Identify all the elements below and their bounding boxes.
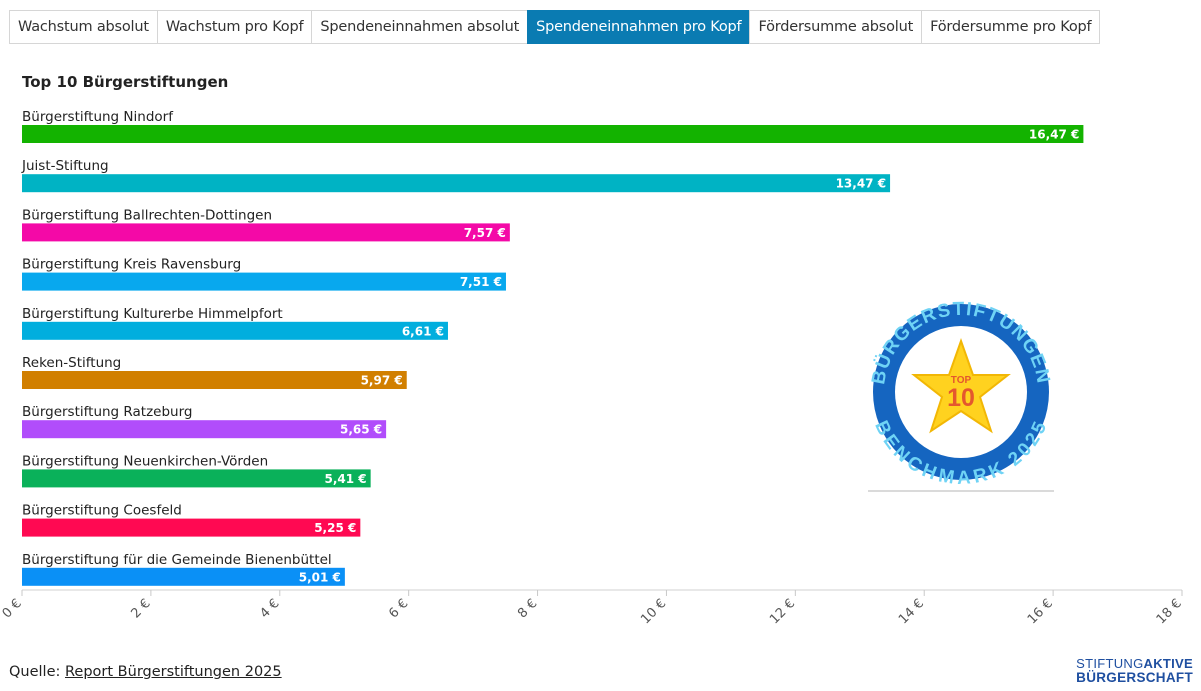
bar-value-label: 6,61 € xyxy=(402,324,444,338)
source-link[interactable]: Report Bürgerstiftungen 2025 xyxy=(65,664,282,680)
category-label: Bürgerstiftung Neuenkirchen-Vörden xyxy=(22,453,268,469)
bar[interactable] xyxy=(22,223,510,242)
x-tick-label: 4 € xyxy=(257,596,282,621)
bar[interactable] xyxy=(22,125,1084,143)
bar-value-label: 5,65 € xyxy=(340,423,382,437)
badge-star xyxy=(911,337,1011,434)
chart-title: Top 10 Bürgerstiftungen xyxy=(22,73,229,91)
source-note: Quelle: Report Bürgerstiftungen 2025 xyxy=(9,664,282,680)
category-label: Bürgerstiftung Coesfeld xyxy=(22,503,182,519)
x-tick-label: 12 € xyxy=(767,596,798,627)
category-label: Bürgerstiftung Ratzeburg xyxy=(22,404,192,420)
category-label: Bürgerstiftung für die Gemeinde Bienenbü… xyxy=(22,552,332,568)
category-label: Bürgerstiftung Ballrechten-Dottingen xyxy=(22,207,272,223)
x-tick-label: 14 € xyxy=(896,596,927,627)
brand-logo: STIFTUNGAKTIVE BÜRGERSCHAFT xyxy=(1076,657,1193,685)
tab-wachstum-pro-kopf[interactable]: Wachstum pro Kopf xyxy=(156,10,312,44)
brand-line1: STIFTUNGAKTIVE xyxy=(1076,656,1193,671)
bar-value-label: 5,01 € xyxy=(299,570,341,584)
x-tick-label: 8 € xyxy=(515,596,540,621)
source-prefix: Quelle: xyxy=(9,664,65,680)
tab-foerdersumme-absolut[interactable]: Fördersumme absolut xyxy=(749,10,922,44)
x-tick-label: 16 € xyxy=(1025,596,1056,627)
bar[interactable] xyxy=(22,272,506,291)
bar-value-label: 16,47 € xyxy=(1029,128,1079,142)
bar[interactable] xyxy=(22,321,448,340)
category-label: Bürgerstiftung Kreis Ravensburg xyxy=(22,257,241,273)
bar-value-label: 7,51 € xyxy=(460,275,502,289)
bar-value-label: 5,25 € xyxy=(314,521,356,535)
tab-spendeneinnahmen-absolut[interactable]: Spendeneinnahmen absolut xyxy=(311,10,528,44)
top10-badge: BÜRGERSTIFTUNGEN BENCHMARK 2025 TOP 10 xyxy=(868,299,1052,489)
badge-top-text: TOP xyxy=(951,375,972,386)
bar[interactable] xyxy=(22,518,361,537)
bar[interactable] xyxy=(22,469,371,488)
category-label: Juist-Stiftung xyxy=(21,158,109,174)
bar-value-label: 7,57 € xyxy=(464,226,506,240)
category-label: Bürgerstiftung Kulturerbe Himmelpfort xyxy=(22,306,283,322)
x-tick-label: 0 € xyxy=(0,596,25,621)
x-tick-label: 10 € xyxy=(638,596,669,627)
tab-wachstum-absolut[interactable]: Wachstum absolut xyxy=(9,10,157,44)
bar-value-label: 13,47 € xyxy=(836,177,886,191)
tab-bar: Wachstum absolut Wachstum pro Kopf Spend… xyxy=(9,10,1101,44)
category-label: Bürgerstiftung Nindorf xyxy=(22,109,174,125)
bar[interactable] xyxy=(22,567,345,586)
tab-foerdersumme-pro-kopf[interactable]: Fördersumme pro Kopf xyxy=(921,10,1101,44)
bar-value-label: 5,97 € xyxy=(361,374,403,388)
tab-spendeneinnahmen-pro-kopf[interactable]: Spendeneinnahmen pro Kopf xyxy=(527,10,750,44)
bar-chart: Bürgerstiftung Nindorf 16,47 € Juist-Stift… xyxy=(0,109,1185,627)
badge-number: 10 xyxy=(947,384,975,412)
bar-value-label: 5,41 € xyxy=(325,472,367,486)
bar[interactable] xyxy=(22,174,891,193)
x-tick-label: 6 € xyxy=(386,596,411,621)
x-tick-label: 18 € xyxy=(1154,596,1185,627)
x-tick-label: 2 € xyxy=(128,596,153,621)
brand-line2: BÜRGERSCHAFT xyxy=(1076,670,1193,685)
bar[interactable] xyxy=(22,371,407,389)
bar[interactable] xyxy=(22,420,387,439)
category-label: Reken-Stiftung xyxy=(22,355,121,371)
